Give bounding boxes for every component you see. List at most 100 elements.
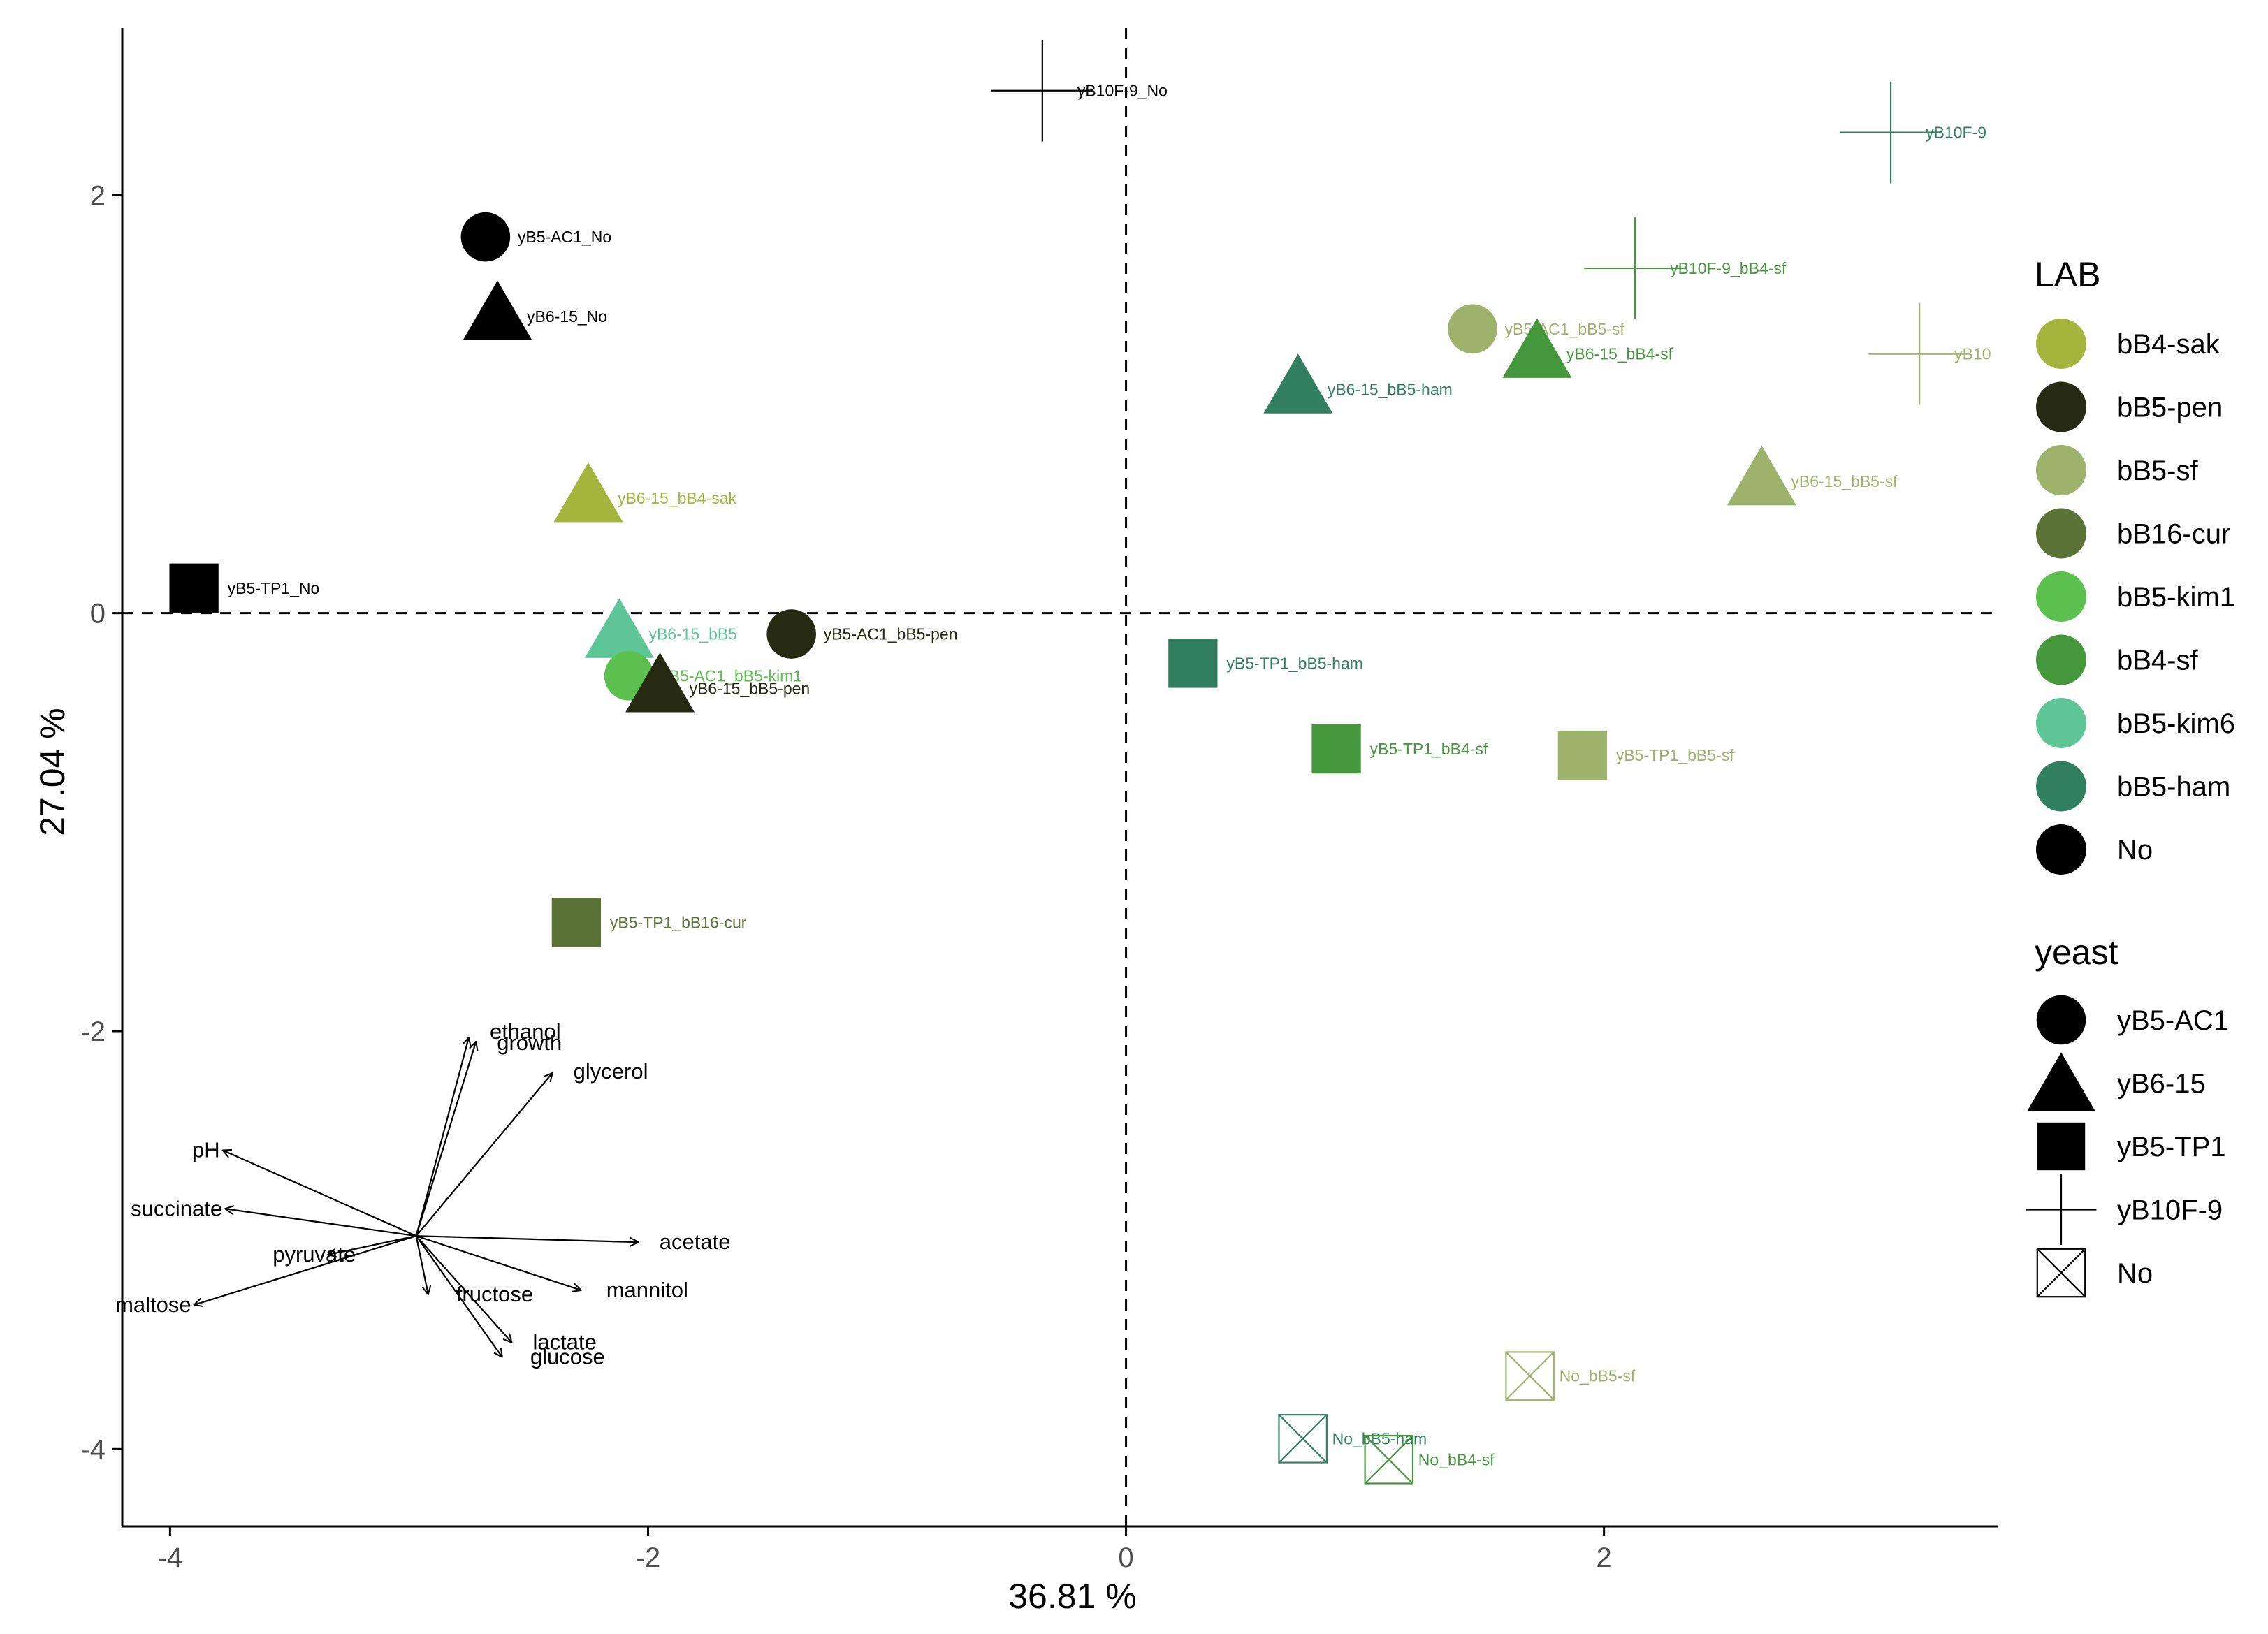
point-label: No_bB5-ham [1332, 1429, 1427, 1447]
point-label: yB5-TP1_bB16-cur [610, 913, 747, 931]
legend-lab-swatch [2036, 445, 2086, 495]
legend-lab-label: bB16-cur [2117, 519, 2230, 550]
vector-lactate [415, 1235, 512, 1343]
point-label: yB5-AC1_bB5-pen [824, 625, 958, 643]
legend-lab-swatch [2036, 571, 2086, 622]
data-point: yB5-TP1_bB5-ham [1168, 639, 1363, 688]
y-tick-label: -4 [80, 1434, 106, 1465]
vector-acetate [416, 1235, 639, 1242]
legend-lab-entries: bB4-sak bB5-pen bB5-sf bB16-cur bB5-kim1 bB4-… [2036, 319, 2235, 875]
data-point: yB10F-9_bB4-sf [1584, 217, 1787, 319]
legend-lab-swatch [2036, 319, 2086, 369]
point-marker [991, 39, 1093, 142]
point-label: yB5-TP1_bB5-sf [1616, 746, 1734, 764]
legend-yeast-label: No [2117, 1258, 2153, 1289]
data-point: yB5-TP1_bB4-sf [1311, 724, 1488, 774]
data-point: No_bB5-sf [1505, 1351, 1636, 1401]
legend-yeast-entries: yB5-AC1 yB6-15 yB5-TP1 yB10F-9 No [2026, 995, 2229, 1298]
point-label: yB6-15_bB5-sf [1791, 472, 1898, 490]
vector-label-pH: pH [192, 1138, 220, 1162]
point-marker [1840, 81, 1942, 184]
legend-lab-swatch [2036, 381, 2086, 432]
point-marker [551, 898, 602, 947]
point-label: yB5-AC1_bB5-sf [1505, 320, 1625, 338]
data-point: yB5-TP1_No [169, 563, 320, 613]
legend-yeast-label: yB6-15 [2117, 1069, 2206, 1100]
point-label: No_bB4-sf [1418, 1450, 1495, 1468]
y-tick-label: 2 [90, 180, 106, 211]
data-point: yB5-AC1_bB5-pen [766, 609, 958, 659]
y-axis-ticks: -4 -2 0 2 [80, 180, 122, 1465]
legend-yeast-item: No [2036, 1248, 2153, 1298]
legend-yeast-item: yB5-AC1 [2036, 995, 2229, 1045]
point-marker [1311, 724, 1361, 774]
vector-succinate [225, 1209, 416, 1237]
vector-fructose [415, 1235, 428, 1294]
data-point: yB6-15_bB4-sf [1502, 318, 1673, 378]
vector-label-growth: growth [497, 1030, 562, 1055]
legend-lab-label: bB5-pen [2117, 393, 2223, 423]
vector-mannitol [416, 1235, 581, 1290]
vector-ethanol [415, 1037, 469, 1237]
legend-lab-label: No [2117, 835, 2153, 866]
legend-lab-item: bB5-sf [2036, 445, 2198, 495]
vector-pH [223, 1151, 417, 1237]
legend-lab-swatch [2036, 698, 2086, 748]
legend-yeast-symbol [2027, 1052, 2095, 1111]
x-axis-title: 36.81 % [1008, 1577, 1136, 1616]
legend-yeast-item: yB10F-9 [2026, 1174, 2223, 1245]
legend-lab-label: bB5-sf [2117, 455, 2198, 486]
vector-label-acetate: acetate [660, 1230, 731, 1254]
legend-lab-label: bB5-kim1 [2117, 582, 2235, 613]
point-label: yB10F-9_No [1077, 82, 1168, 100]
x-axis-ticks: -4 -2 0 2 [158, 1526, 1612, 1573]
point-label: yB10F-9 [1926, 124, 1986, 142]
point-marker [625, 652, 695, 713]
data-point: yB5-AC1_No [460, 212, 611, 262]
vector-glucose [415, 1235, 502, 1357]
point-marker [1448, 304, 1497, 354]
point-marker [584, 598, 654, 658]
legend-yeast-symbol [2036, 995, 2086, 1045]
point-marker [1278, 1414, 1328, 1464]
sample-points: yB10F-9_No yB10F-9 yB5-AC1_No yB10F-9_bB4-s… [169, 39, 1991, 1485]
legend-lab-item: bB5-kim6 [2036, 698, 2235, 748]
legend-yeast-symbol [2026, 1174, 2097, 1245]
legend-lab-swatch [2036, 634, 2086, 685]
point-label: No_bB5-sf [1560, 1367, 1636, 1385]
point-label: yB10 [1954, 345, 1991, 363]
legend-lab-item: bB4-sf [2036, 634, 2198, 685]
legend-lab-item: bB5-kim1 [2036, 571, 2235, 622]
point-marker [1505, 1351, 1555, 1401]
legend-lab-label: bB4-sf [2117, 645, 2198, 676]
legend-lab-swatch [2036, 761, 2086, 812]
data-point: yB6-15_bB5 [584, 598, 737, 658]
point-label: yB6-15_bB4-sf [1566, 345, 1673, 363]
legend-lab-swatch [2036, 824, 2086, 875]
vector-label-glycerol: glycerol [574, 1059, 648, 1084]
data-point: yB10F-9 [1840, 81, 1986, 184]
data-point: yB10 [1868, 302, 1991, 405]
data-point: yB6-15_bB5-pen [625, 652, 810, 713]
point-marker [460, 212, 511, 262]
point-label: yB6-15_bB5-pen [690, 679, 810, 697]
point-marker-cross [1505, 1351, 1555, 1401]
point-label: yB5-TP1_No [228, 579, 320, 597]
x-tick-label: -2 [636, 1542, 661, 1573]
legend-lab-label: bB5-kim6 [2117, 708, 2235, 739]
point-marker-box [1364, 1434, 1414, 1485]
legend-lab-item: bB16-cur [2036, 508, 2230, 559]
data-point: No_bB5-ham [1278, 1414, 1427, 1464]
y-tick-label: 0 [90, 599, 106, 629]
point-marker [169, 563, 219, 613]
x-tick-label: 0 [1118, 1542, 1133, 1573]
point-marker [1727, 445, 1796, 506]
legend-yeast-symbol [2036, 1248, 2086, 1298]
y-tick-label: -2 [80, 1016, 106, 1047]
point-marker [1502, 318, 1572, 378]
point-marker [1557, 730, 1608, 780]
legend-lab-item: No [2036, 824, 2153, 875]
vector-label-mannitol: mannitol [606, 1278, 688, 1302]
